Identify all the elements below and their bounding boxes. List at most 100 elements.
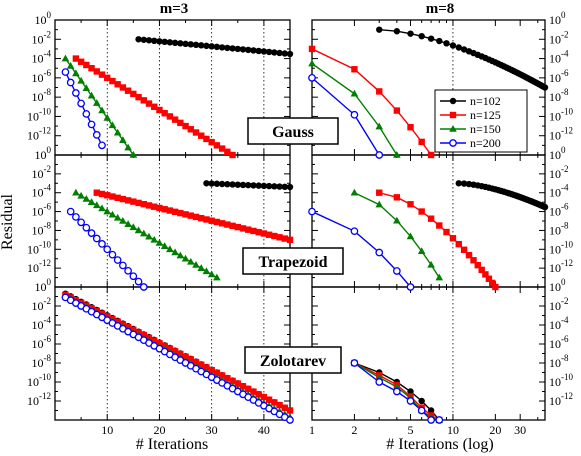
point-trapezoid-m3-n102 (203, 180, 210, 187)
point-gauss-m3-n125 (151, 103, 158, 110)
y-tick-label: 10-6 (32, 334, 52, 351)
point-zolotarev-m8-n102 (427, 407, 435, 414)
point-trapezoid-m3-n150 (186, 257, 195, 265)
point-trapezoid-m3-n125 (239, 225, 247, 232)
point-gauss-m3-n102 (151, 37, 158, 45)
x-tick-label: 30 (206, 423, 218, 437)
point-trapezoid-m8-n150 (427, 260, 435, 268)
point-gauss-m3-n125 (166, 113, 174, 120)
x-tick-label: 20 (153, 423, 165, 437)
y-tick-label: 10-6 (549, 202, 569, 219)
point-trapezoid-m8-n125 (489, 279, 496, 287)
point-gauss-m3-n125 (124, 87, 132, 94)
point-zolotarev-m3-n125 (255, 391, 262, 398)
point-trapezoid-m3-n200 (139, 283, 148, 291)
column-title-m3: m=3 (160, 1, 189, 17)
point-trapezoid-m3-n102 (265, 182, 273, 190)
point-zolotarev-m3-n125 (265, 396, 273, 403)
point-gauss-m3-n102 (265, 48, 273, 56)
point-gauss-m3-n150 (87, 91, 96, 99)
point-trapezoid-m8-n125 (427, 215, 435, 222)
point-zolotarev-m8-n200 (427, 416, 435, 424)
point-gauss-m3-n125 (187, 126, 194, 133)
legend-label: n=102 (470, 94, 501, 108)
y-tick-label: 10-8 (32, 87, 52, 104)
point-zolotarev-m3-n125 (276, 401, 283, 409)
point-gauss-m3-n102 (145, 37, 153, 44)
x-tick-label: 20 (489, 423, 501, 437)
point-gauss-m8-n200 (375, 151, 384, 159)
y-tick-label: 10-4 (32, 315, 52, 332)
point-zolotarev-m8-n200 (417, 406, 426, 415)
y-tick-label: 10-2 (32, 164, 52, 181)
point-trapezoid-m8-n150 (417, 247, 426, 255)
point-gauss-m3-n102 (140, 36, 147, 43)
point-zolotarev-m3-n125 (182, 353, 189, 360)
point-gauss-m3-n200 (87, 120, 96, 129)
y-tick-label: 10-10 (549, 106, 573, 123)
point-gauss-m3-n102 (177, 40, 184, 47)
point-gauss-m3-n125 (145, 100, 153, 107)
point-zolotarev-m8-n102 (407, 388, 414, 395)
series-line-trapezoid-m8-n150 (354, 192, 440, 278)
point-trapezoid-m8-n125 (443, 228, 450, 236)
point-trapezoid-m3-n102 (250, 182, 257, 189)
point-zolotarev-m3-n125 (218, 372, 226, 379)
point-zolotarev-m8-n200 (375, 378, 384, 386)
y-tick-label: 10-6 (549, 334, 569, 351)
y-tick-label: 10-8 (549, 87, 569, 104)
point-trapezoid-m3-n150 (87, 198, 96, 205)
point-gauss-m8-n102 (427, 35, 435, 42)
point-zolotarev-m3-n125 (229, 377, 236, 385)
legend-marker (449, 125, 457, 132)
point-trapezoid-m3-n200 (129, 272, 138, 281)
point-trapezoid-m3-n125 (276, 234, 283, 241)
point-gauss-m8-n102 (443, 40, 450, 47)
point-trapezoid-m3-n125 (182, 211, 189, 218)
point-gauss-m3-n102 (203, 42, 210, 50)
y-tick-label: 10-4 (549, 315, 569, 332)
point-trapezoid-m3-n125 (156, 204, 163, 212)
point-gauss-m3-n125 (104, 74, 111, 82)
y-tick-label: 10-2 (32, 29, 52, 46)
point-trapezoid-m3-n125 (286, 236, 294, 244)
point-gauss-m3-n150 (113, 128, 122, 136)
point-trapezoid-m3-n125 (119, 195, 127, 203)
point-gauss-m3-n102 (271, 49, 278, 56)
point-gauss-m3-n150 (98, 106, 106, 114)
point-gauss-m3-n150 (129, 151, 138, 158)
point-trapezoid-m3-n125 (198, 214, 205, 222)
point-trapezoid-m3-n200 (124, 266, 132, 275)
point-gauss-m3-n125 (156, 106, 163, 114)
point-gauss-m3-n125 (119, 84, 127, 91)
point-zolotarev-m8-n200 (393, 387, 401, 396)
point-gauss-m3-n200 (82, 110, 91, 118)
point-trapezoid-m3-n125 (265, 231, 273, 238)
point-trapezoid-m8-n125 (470, 257, 477, 264)
point-gauss-m3-n102 (156, 38, 163, 45)
point-trapezoid-m8-n150 (350, 188, 359, 196)
point-gauss-m3-n102 (166, 39, 174, 46)
legend-label: n=125 (470, 108, 501, 122)
point-zolotarev-m3-n125 (250, 388, 257, 395)
point-trapezoid-m3-n125 (109, 193, 116, 200)
point-zolotarev-m3-n125 (224, 375, 231, 382)
point-gauss-m8-n150 (393, 151, 401, 158)
row-label-box-trapezoid (242, 247, 344, 275)
point-trapezoid-m3-n125 (208, 217, 215, 224)
point-trapezoid-m3-n150 (202, 267, 211, 275)
point-trapezoid-m8-n125 (478, 266, 485, 274)
point-trapezoid-m8-n150 (406, 232, 415, 240)
point-gauss-m3-n125 (171, 116, 179, 123)
column-title-m8: m=8 (426, 1, 455, 17)
point-trapezoid-m3-n102 (276, 183, 283, 190)
point-trapezoid-m3-n125 (93, 189, 100, 196)
point-gauss-m3-n102 (281, 50, 288, 57)
point-trapezoid-m3-n102 (260, 182, 268, 190)
point-zolotarev-m3-n125 (260, 393, 268, 401)
y-tick-label: 10-10 (27, 239, 51, 256)
point-gauss-m3-n102 (276, 49, 283, 57)
y-tick-label: 10-2 (549, 29, 569, 46)
point-trapezoid-m3-n150 (139, 229, 148, 237)
